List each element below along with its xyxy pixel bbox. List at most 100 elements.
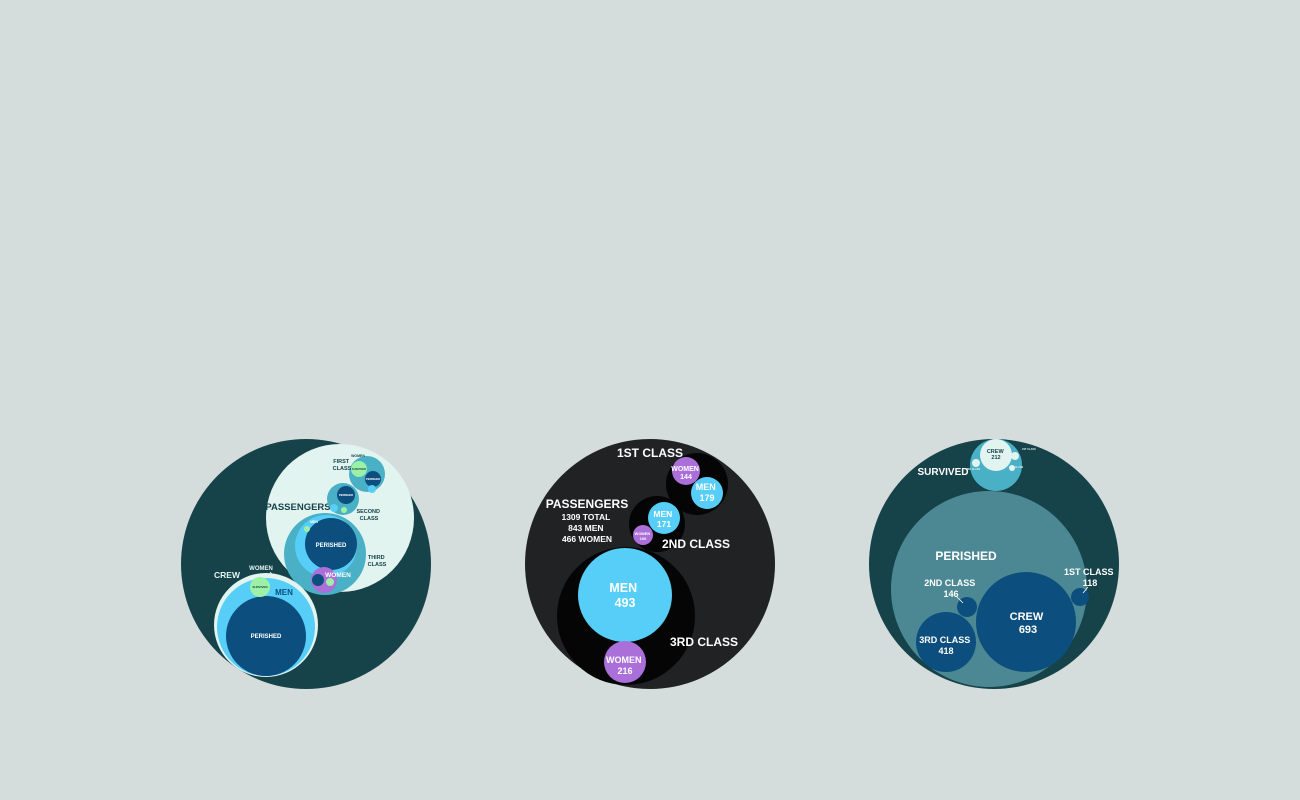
class-2-women-label: WOMEN 106	[635, 531, 652, 541]
survived-1st-class-label: 1ST CLASS	[1022, 448, 1036, 451]
perished-3rd-class-name: 3RD CLASS	[919, 635, 970, 645]
chart-crew-passengers: PASSENGERS WOMEN SURVIVED PERISHED FIRST…	[181, 439, 431, 689]
class-2-men-value: 171	[657, 519, 671, 529]
survived-1st-class-circle[interactable]	[1011, 452, 1019, 460]
third-class-small-circle[interactable]	[304, 526, 310, 532]
perished-1st-class-name: 1ST CLASS	[1064, 567, 1114, 577]
third-class-perished-label: PERISHED	[316, 543, 347, 549]
class-1-men-circle[interactable]	[691, 477, 723, 509]
class-1-women-circle[interactable]	[672, 457, 700, 485]
class-2-women-value: 106	[640, 536, 647, 541]
third-class-label: THIRD CLASS	[368, 555, 387, 568]
perished-label: PERISHED	[935, 549, 997, 563]
second-class-perished-label: PERISHED	[339, 493, 353, 497]
class-1-women-name: WOMEN	[671, 466, 699, 473]
class-3-women-name: WOMEN	[606, 655, 642, 665]
perished-2nd-class-label: 2ND CLASS 146	[924, 578, 978, 599]
class-3-men-value: 493	[615, 596, 636, 610]
survived-3rd-class-label: 3RD CLASS	[1009, 466, 1024, 469]
perished-2nd-class-name: 2ND CLASS	[924, 578, 975, 588]
class-3-women-circle[interactable]	[604, 641, 646, 683]
passengers-summary-men: 843 MEN	[568, 523, 603, 533]
third-class-label-line: THIRD	[368, 555, 385, 561]
perished-2nd-class-value: 146	[943, 589, 958, 599]
passengers-summary-lines: 1309 TOTAL 843 MEN 466 WOMEN	[561, 512, 612, 544]
perished-1st-class-circle[interactable]	[1071, 588, 1089, 606]
third-class-men-label: MEN	[310, 520, 318, 524]
class-1-men-label: MEN 179	[696, 482, 719, 503]
class-3-men-label: MEN 493	[609, 581, 640, 610]
crew-survived-label: SURVIVED	[252, 585, 268, 589]
perished-crew-label: CREW 693	[1010, 611, 1047, 636]
class-2-men-circle[interactable]	[648, 502, 680, 534]
first-class-survived-label: SURVIVED	[352, 467, 366, 471]
perished-3rd-class-circle[interactable]	[916, 612, 976, 672]
survived-crew-name: CREW	[987, 449, 1005, 455]
crew-perished-circle[interactable]	[226, 596, 306, 676]
chart-passenger-classes: 1ST CLASS WOMEN 144 MEN 179 2ND CLASS ME…	[525, 439, 775, 689]
perished-2nd-class-leader	[956, 596, 964, 604]
perished-1st-class-label: 1ST CLASS 118	[1064, 567, 1116, 588]
class-2-women-name: WOMEN	[635, 531, 651, 536]
class-3-men-circle[interactable]	[578, 548, 672, 642]
crew-perished-label: PERISHED	[251, 634, 282, 640]
class-3-women-value: 216	[617, 666, 632, 676]
perished-crew-name: CREW	[1010, 611, 1044, 623]
survived-crew-label: CREW 212	[987, 449, 1005, 461]
class-1-men-name: MEN	[696, 482, 716, 492]
third-class-women-perished-circle[interactable]	[312, 574, 324, 586]
crew-men-label: MEN	[275, 588, 293, 597]
survived-2nd-class-label: 2ND CLASS	[966, 468, 981, 471]
first-class-small-circle[interactable]	[368, 485, 376, 493]
passengers-summary-total: 1309 TOTAL	[561, 512, 610, 522]
passengers-summary-women: 466 WOMEN	[562, 534, 612, 544]
class-1-label: 1ST CLASS	[617, 446, 683, 460]
second-class-label-line: SECOND	[356, 509, 380, 515]
first-class-survived-circle[interactable]	[351, 461, 367, 477]
survived-crew-circle[interactable]	[980, 439, 1012, 471]
crew-women-survived-circle[interactable]	[250, 577, 270, 597]
passengers-summary-title: PASSENGERS	[546, 497, 628, 511]
chart-survival: SURVIVED CREW 212 1ST CLASS 2ND CLASS 3R…	[869, 439, 1119, 689]
second-class-perished-circle[interactable]	[337, 486, 355, 504]
first-class-women-label: WOMEN	[351, 454, 365, 458]
crew-women-label: WOMEN	[249, 566, 273, 572]
first-class-perished-circle[interactable]	[365, 471, 381, 487]
perished-3rd-class-value: 418	[938, 646, 953, 656]
perished-1st-class-value: 118	[1083, 578, 1098, 588]
class-3-men-name: MEN	[609, 581, 637, 595]
class-1-women-label: WOMEN 144	[671, 466, 701, 481]
passengers-label: PASSENGERS	[265, 502, 330, 513]
third-class-perished-circle[interactable]	[305, 518, 357, 570]
first-class-perished-label: PERISHED	[366, 477, 380, 481]
survived-label: SURVIVED	[918, 467, 969, 478]
second-class-label-line: CLASS	[360, 516, 379, 522]
first-class-label-line: CLASS	[333, 466, 352, 472]
class-2-men-label: MEN 171	[653, 509, 674, 529]
second-class-small-circle-1[interactable]	[330, 504, 338, 512]
crew-women-leader-line	[269, 571, 277, 579]
perished-crew-circle[interactable]	[976, 572, 1076, 672]
third-class-label-line: CLASS	[368, 562, 387, 568]
second-class-small-circle-2[interactable]	[341, 507, 347, 513]
survived-3rd-class-circle[interactable]	[1009, 465, 1015, 471]
class-2-label: 2ND CLASS	[662, 537, 730, 551]
class-3-women-label: WOMEN 216	[606, 655, 644, 676]
crew-label: CREW	[214, 570, 241, 580]
class-1-men-value: 179	[699, 493, 714, 503]
third-class-women-survived-circle[interactable]	[326, 578, 334, 586]
class-1-women-value: 144	[680, 474, 692, 481]
class-2-men-name: MEN	[653, 509, 672, 519]
first-class-label-line: FIRST	[333, 459, 350, 465]
perished-1st-class-leader	[1082, 586, 1089, 594]
second-class-label: SECOND CLASS	[356, 509, 381, 522]
first-class-label: FIRST CLASS	[333, 459, 352, 472]
survived-crew-value: 212	[991, 455, 1000, 461]
class-2-women-circle[interactable]	[633, 525, 653, 545]
perished-crew-value: 693	[1019, 624, 1037, 636]
third-class-women-label: WOMEN	[325, 572, 351, 579]
survived-2nd-class-circle[interactable]	[972, 459, 980, 467]
class-3-label: 3RD CLASS	[670, 635, 738, 649]
perished-3rd-class-label: 3RD CLASS 418	[919, 635, 973, 656]
